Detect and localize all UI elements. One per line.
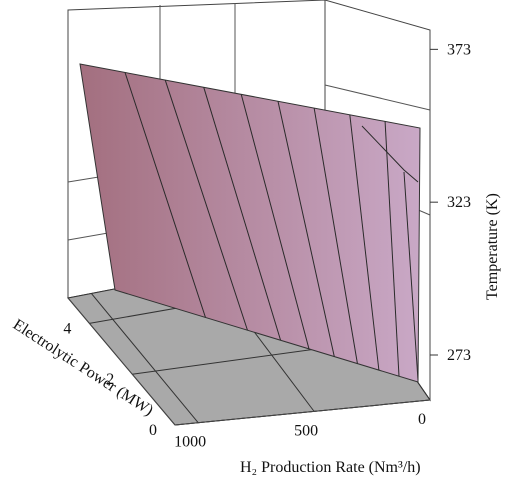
- x-tick-label-0: 0: [418, 411, 426, 428]
- contour-line-kink-2: [403, 171, 419, 381]
- z-axis-label: Temperature (K): [484, 193, 501, 300]
- y-axis-ticks: 0 2 4: [63, 320, 157, 439]
- z-axis-ticks: 273 323 373: [430, 41, 471, 364]
- contour-line-kink: [361, 125, 419, 183]
- contour-line-3: [203, 87, 282, 341]
- contour-line-7: [349, 114, 380, 371]
- x-tick-label-1: 500: [294, 422, 318, 439]
- z-tick-label-2: 373: [447, 41, 471, 58]
- contour-line-5: [277, 101, 335, 357]
- surface-plane: [79, 63, 421, 383]
- x-axis-ticks: 0 500 1000: [174, 411, 426, 451]
- contour-line-1: [124, 72, 206, 318]
- side-wall-grid-0: [324, 84, 431, 111]
- box-edges: [67, 30, 431, 426]
- contour-line-4: [240, 94, 310, 350]
- contour-line-6: [313, 107, 358, 364]
- contour-line-8: [384, 121, 400, 377]
- y-tick-label-0: 0: [149, 422, 157, 439]
- x-tick-label-2: 1000: [174, 434, 206, 451]
- contour-line-2: [164, 79, 248, 331]
- contour-lines: [124, 72, 419, 381]
- y-tick-label-2: 4: [63, 320, 71, 337]
- y-tick-label-1: 2: [106, 371, 114, 388]
- z-tick-label-1: 323: [447, 194, 471, 211]
- x-axis-label: H₂ Production Rate (Nm³/h): [240, 459, 421, 476]
- floor-grid-x-2: [90, 293, 199, 424]
- z-tick-label-0: 273: [447, 347, 471, 364]
